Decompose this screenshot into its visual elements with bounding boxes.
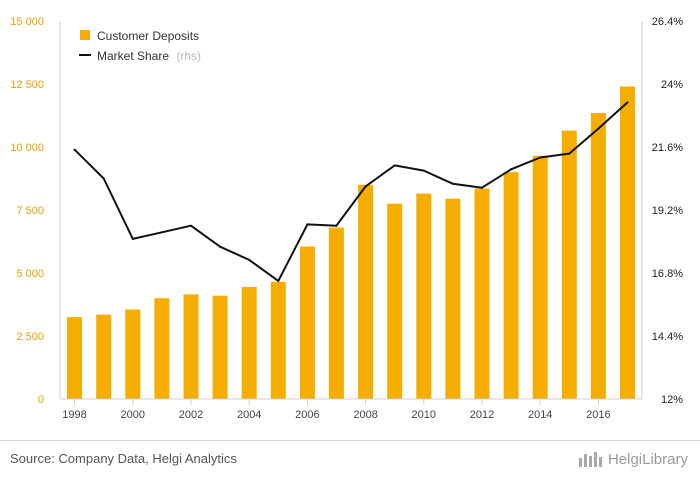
library-icon: [578, 452, 602, 467]
left-tick-label: 12 500: [10, 79, 44, 91]
right-tick-label: 26.4%: [652, 16, 683, 28]
market-share-point-2014: [539, 156, 542, 159]
bar-2007: [328, 227, 344, 399]
x-tick-label: 2000: [121, 409, 145, 421]
bar-1998: [67, 317, 82, 399]
legend-swatch-deposits: [80, 30, 90, 40]
right-tick-label: 14.4%: [652, 331, 683, 343]
bar-2000: [125, 309, 141, 399]
bar-2005: [270, 281, 286, 399]
axes: 0 2 500 5 000 7 500 10 000 12 500 15 000 12% 14.…: [10, 16, 683, 421]
left-tick-label: 2 500: [16, 331, 44, 343]
left-tick-label: 7 500: [16, 205, 44, 217]
legend-label-deposits: Customer Deposits: [97, 29, 199, 43]
bar-2010: [416, 193, 432, 399]
x-tick-label: 1998: [62, 409, 86, 421]
market-share-point-1998: [73, 148, 76, 151]
legend: Customer Deposits Market Share (rhs): [79, 29, 201, 63]
market-share-point-2009: [393, 164, 396, 167]
bar-2006: [299, 246, 315, 399]
x-tick-label: 2004: [237, 409, 261, 421]
right-tick-label: 16.8%: [652, 268, 683, 280]
market-share-point-2000: [131, 237, 134, 240]
x-tick-label: 2008: [353, 409, 377, 421]
market-share-point-1999: [102, 177, 105, 180]
market-share-point-2006: [306, 223, 309, 226]
right-tick-label: 21.6%: [652, 142, 683, 154]
market-share-point-2010: [422, 169, 425, 172]
market-share-point-2008: [364, 185, 367, 188]
brand-name: HelgiLibrary: [607, 450, 688, 468]
bar-2003: [212, 295, 228, 399]
market-share-point-2001: [160, 231, 163, 234]
bar-2013: [503, 172, 519, 399]
left-tick-label: 10 000: [10, 142, 44, 154]
market-share-point-2012: [481, 186, 483, 189]
right-tick-label: 12%: [661, 394, 683, 406]
right-tick-label: 24%: [661, 79, 683, 91]
market-share-point-2016: [597, 127, 600, 130]
brand-logo: HelgiLibrary: [578, 450, 688, 468]
left-tick-label: 5 000: [16, 268, 44, 280]
bar-2009: [387, 203, 403, 399]
market-share-point-2003: [219, 245, 222, 248]
left-tick-label: 15 000: [10, 16, 44, 28]
bar-2016: [590, 113, 606, 399]
bar-2008: [358, 184, 374, 399]
bar-2002: [183, 294, 199, 399]
right-tick-label: 19.2%: [652, 205, 683, 217]
bar-2014: [532, 155, 548, 399]
x-tick-label: 2010: [412, 409, 436, 421]
legend-label-market-share-text: Market Share: [97, 49, 169, 63]
market-share-point-2011: [451, 182, 454, 185]
x-tick-label: 2012: [470, 409, 494, 421]
line-series-market-share: [73, 101, 629, 282]
bar-2017: [620, 86, 635, 399]
market-share-point-2017: [626, 101, 629, 104]
bars-series-deposits: [67, 86, 635, 399]
market-share-point-2004: [248, 258, 251, 261]
bar-2001: [154, 298, 170, 399]
legend-label-market-share-suffix: (rhs): [176, 49, 201, 63]
left-tick-label: 0: [38, 394, 44, 406]
market-share-point-2015: [568, 152, 571, 155]
bar-2004: [241, 286, 257, 399]
x-tick-label: 2002: [179, 409, 203, 421]
footer: Source: Company Data, Helgi Analytics He…: [0, 440, 700, 483]
market-share-point-2007: [335, 224, 338, 227]
bar-2012: [474, 188, 490, 399]
x-tick-label: 2006: [295, 409, 319, 421]
x-tick-label: 2014: [528, 409, 552, 421]
market-share-line: [73, 101, 629, 282]
market-share-point-2002: [190, 224, 192, 227]
bar-2011: [445, 198, 461, 399]
source-note: Source: Company Data, Helgi Analytics: [10, 451, 237, 466]
bar-1999: [96, 314, 112, 399]
market-share-point-2005: [277, 279, 280, 282]
legend-label-market-share: Market Share (rhs): [97, 49, 201, 63]
bar-2015: [561, 130, 577, 399]
market-share-point-2013: [510, 168, 513, 171]
x-tick-label: 2016: [586, 409, 610, 421]
chart: Customer Deposits Market Share (rhs) 0 2 …: [10, 16, 683, 421]
